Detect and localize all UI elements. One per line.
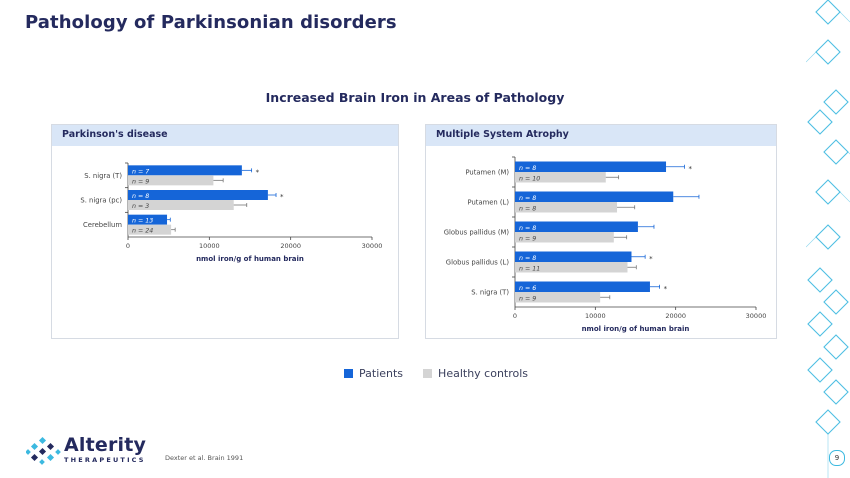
bar-patients	[515, 191, 674, 202]
n-label: n = 13	[132, 218, 153, 225]
x-tick-label: 20000	[280, 242, 301, 250]
legend-item-controls: Healthy controls	[423, 367, 528, 380]
significance-star: *	[256, 168, 260, 176]
significance-star: *	[649, 255, 653, 263]
n-label: n = 8	[519, 255, 536, 262]
x-axis-label: nmol iron/g of human brain	[196, 255, 304, 263]
legend-label: Healthy controls	[438, 367, 529, 380]
x-axis-label: nmol iron/g of human brain	[582, 325, 690, 333]
n-label: n = 8	[519, 195, 536, 202]
bar-controls	[515, 202, 618, 213]
bar-chart-msa: 0 10000 20000 30000 nmol iron/g of human bra…	[444, 156, 767, 333]
x-tick-label: 20000	[665, 312, 686, 320]
citation: Dexter et al. Brain 1991	[165, 454, 244, 462]
x-tick-label: 0	[513, 312, 517, 320]
logo-wordmark: Alterity	[64, 434, 147, 456]
legend-swatch-controls	[423, 369, 433, 378]
n-label: n = 7	[132, 168, 149, 175]
chart-panel-msa: Multiple System Atrophy 0 10000 20000 30000…	[425, 124, 777, 339]
category-label: S. nigra (pc)	[80, 197, 122, 205]
page-number: 9	[829, 450, 845, 466]
bar-controls	[515, 292, 601, 303]
panel-header: Parkinson's disease	[52, 125, 398, 146]
category-label: Cerebellum	[83, 221, 122, 229]
category-label: Globus pallidus (L)	[446, 259, 510, 267]
bar-controls	[515, 172, 606, 183]
n-label: n = 8	[519, 206, 536, 213]
bar-patients	[515, 221, 638, 232]
n-label: n = 8	[519, 225, 536, 232]
bar-patients	[515, 161, 667, 172]
n-label: n = 9	[132, 178, 149, 185]
chart-legend: Patients Healthy controls	[344, 367, 548, 380]
bar-patients	[515, 281, 650, 292]
x-tick-label: 30000	[746, 312, 767, 320]
figure-title: Increased Brain Iron in Areas of Patholo…	[265, 90, 565, 105]
category-label: S. nigra (T)	[84, 172, 122, 180]
significance-star: *	[280, 193, 284, 201]
legend-label: Patients	[359, 367, 404, 380]
panel-title: Multiple System Atrophy	[436, 129, 569, 140]
n-label: n = 9	[519, 296, 536, 303]
n-label: n = 24	[132, 228, 153, 235]
bar-controls	[515, 232, 614, 243]
bar-controls	[128, 175, 214, 186]
n-label: n = 9	[519, 236, 536, 243]
category-label: Putamen (M)	[465, 169, 509, 177]
bar-patients	[128, 165, 242, 176]
category-label: Globus pallidus (M)	[444, 229, 510, 237]
category-label: S. nigra (T)	[471, 289, 509, 297]
logo-subtitle: THERAPEUTICS	[64, 456, 146, 464]
x-tick-label: 10000	[199, 242, 220, 250]
x-tick-label: 10000	[585, 312, 606, 320]
legend-swatch-patients	[344, 369, 353, 378]
n-label: n = 3	[132, 203, 149, 210]
bar-patients	[128, 214, 168, 225]
n-label: n = 8	[519, 165, 536, 172]
panel-title: Parkinson's disease	[62, 129, 168, 140]
page-title: Pathology of Parkinsonian disorders	[25, 12, 397, 33]
n-label: n = 10	[519, 176, 540, 183]
alterity-logo-icon	[26, 436, 61, 465]
x-tick-label: 30000	[362, 242, 383, 250]
bar-controls	[515, 262, 628, 273]
category-label: Putamen (L)	[468, 199, 510, 207]
n-label: n = 11	[519, 266, 540, 273]
bar-controls	[128, 200, 234, 210]
chart-panel-parkinsons: Parkinson's disease 0 10000 20000 30000 nmol…	[51, 124, 399, 339]
significance-star: *	[689, 165, 693, 173]
x-tick-label: 0	[126, 242, 130, 250]
n-label: n = 6	[519, 285, 536, 292]
bar-controls	[128, 224, 172, 235]
bar-patients	[515, 251, 632, 262]
n-label: n = 8	[132, 193, 149, 200]
bar-chart-parkinsons: 0 10000 20000 30000 nmol iron/g of human bra…	[80, 162, 383, 263]
significance-star: *	[664, 285, 668, 293]
panel-header: Multiple System Atrophy	[426, 125, 776, 146]
bar-patients	[128, 190, 268, 200]
decorative-pattern	[806, 0, 850, 478]
legend-item-patients: Patients	[344, 367, 403, 380]
